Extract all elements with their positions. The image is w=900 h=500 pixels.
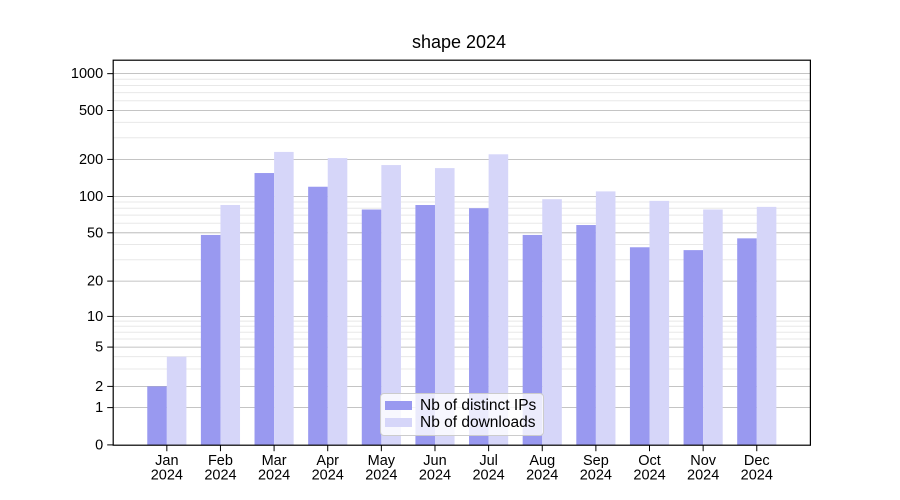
svg-text:1: 1 [95, 400, 103, 416]
svg-text:2024: 2024 [151, 468, 183, 484]
svg-text:200: 200 [79, 152, 103, 168]
svg-text:2024: 2024 [312, 468, 344, 484]
svg-text:2: 2 [95, 379, 103, 395]
svg-text:2024: 2024 [526, 468, 558, 484]
svg-text:1000: 1000 [71, 66, 103, 82]
svg-text:2024: 2024 [741, 468, 773, 484]
svg-text:5: 5 [95, 340, 103, 356]
svg-text:2024: 2024 [580, 468, 612, 484]
svg-text:2024: 2024 [633, 468, 665, 484]
svg-text:2024: 2024 [365, 468, 397, 484]
svg-text:100: 100 [79, 189, 103, 205]
svg-text:50: 50 [87, 225, 103, 241]
svg-text:2024: 2024 [419, 468, 451, 484]
svg-text:0: 0 [95, 437, 103, 453]
svg-text:2024: 2024 [472, 468, 504, 484]
svg-text:500: 500 [79, 103, 103, 119]
svg-text:2024: 2024 [204, 468, 236, 484]
svg-text:2024: 2024 [258, 468, 290, 484]
svg-text:10: 10 [87, 309, 103, 325]
svg-text:20: 20 [87, 274, 103, 290]
svg-text:shape 2024: shape 2024 [412, 32, 506, 52]
svg-text:2024: 2024 [687, 468, 719, 484]
